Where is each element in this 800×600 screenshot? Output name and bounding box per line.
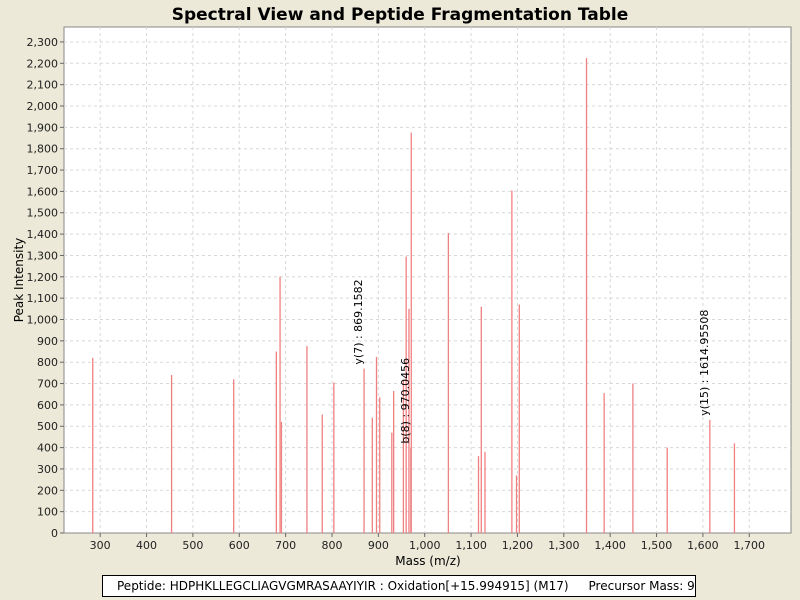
y-tick-label: 300 [37, 463, 58, 476]
y-axis: 0 100 200 300 400 500 600 700 800 900 1,000 1,100 1,… [27, 36, 64, 540]
x-axis: 300 400 500 600 700 800 900 1,000 1,100 1,200 1,30… [90, 533, 765, 552]
x-tick-label: 1,300 [548, 539, 580, 552]
y-tick-label: 1,700 [27, 164, 59, 177]
precursor-mass: Precursor Mass: 990.7327 [588, 579, 695, 593]
peptide-sequence: Peptide: HDPHKLLEGCLIAGVGMRASAAYIYIR : O… [117, 579, 569, 593]
x-tick-label: 1,200 [502, 539, 534, 552]
y-tick-label: 400 [37, 442, 58, 455]
fragment-annotations: y(7) : 869.1582 b(8) : 970.0456 y(15) : 16… [352, 279, 711, 443]
y-tick-label: 1,600 [27, 185, 59, 198]
y-tick-label: 1,200 [27, 271, 59, 284]
x-axis-label: Mass (m/z) [395, 554, 460, 568]
fragment-label: y(15) : 1614.95508 [698, 310, 711, 416]
y-tick-label: 1,800 [27, 143, 59, 156]
x-tick-label: 1,700 [734, 539, 766, 552]
y-tick-label: 1,900 [27, 121, 59, 134]
y-tick-label: 2,000 [27, 100, 59, 113]
peak-series [92, 57, 736, 533]
x-tick-label: 1,000 [409, 539, 441, 552]
y-tick-label: 2,200 [27, 57, 59, 70]
y-tick-label: 2,100 [27, 79, 59, 92]
x-tick-label: 1,400 [594, 539, 626, 552]
plot-area [63, 26, 792, 534]
y-tick-label: 2,300 [27, 36, 59, 49]
x-tick-label: 600 [229, 539, 250, 552]
y-tick-label: 500 [37, 420, 58, 433]
x-tick-label: 1,100 [455, 539, 487, 552]
y-tick-label: 800 [37, 356, 58, 369]
x-tick-label: 700 [275, 539, 296, 552]
fragment-label: y(7) : 869.1582 [352, 279, 365, 364]
x-tick-label: 1,600 [687, 539, 719, 552]
y-tick-label: 1,300 [27, 249, 59, 262]
x-tick-label: 1,500 [641, 539, 673, 552]
y-tick-label: 100 [37, 506, 58, 519]
y-axis-label: Peak Intensity [12, 238, 26, 323]
x-tick-label: 300 [90, 539, 111, 552]
y-tick-label: 1,100 [27, 292, 59, 305]
y-tick-label: 700 [37, 378, 58, 391]
y-tick-label: 1,000 [27, 313, 59, 326]
y-tick-label: 1,400 [27, 228, 59, 241]
x-tick-label: 900 [368, 539, 389, 552]
y-tick-label: 1,500 [27, 207, 59, 220]
x-tick-label: 500 [182, 539, 203, 552]
y-tick-label: 600 [37, 399, 58, 412]
x-tick-label: 400 [136, 539, 157, 552]
y-tick-label: 900 [37, 335, 58, 348]
gridlines [64, 27, 791, 533]
y-tick-label: 200 [37, 484, 58, 497]
x-tick-label: 800 [321, 539, 342, 552]
fragment-label: b(8) : 970.0456 [399, 358, 412, 444]
chart-title: Spectral View and Peptide Fragmentation … [172, 5, 629, 25]
peptide-info-box: Peptide: HDPHKLLEGCLIAGVGMRASAAYIYIR : O… [102, 575, 696, 597]
y-tick-label: 0 [51, 527, 58, 540]
